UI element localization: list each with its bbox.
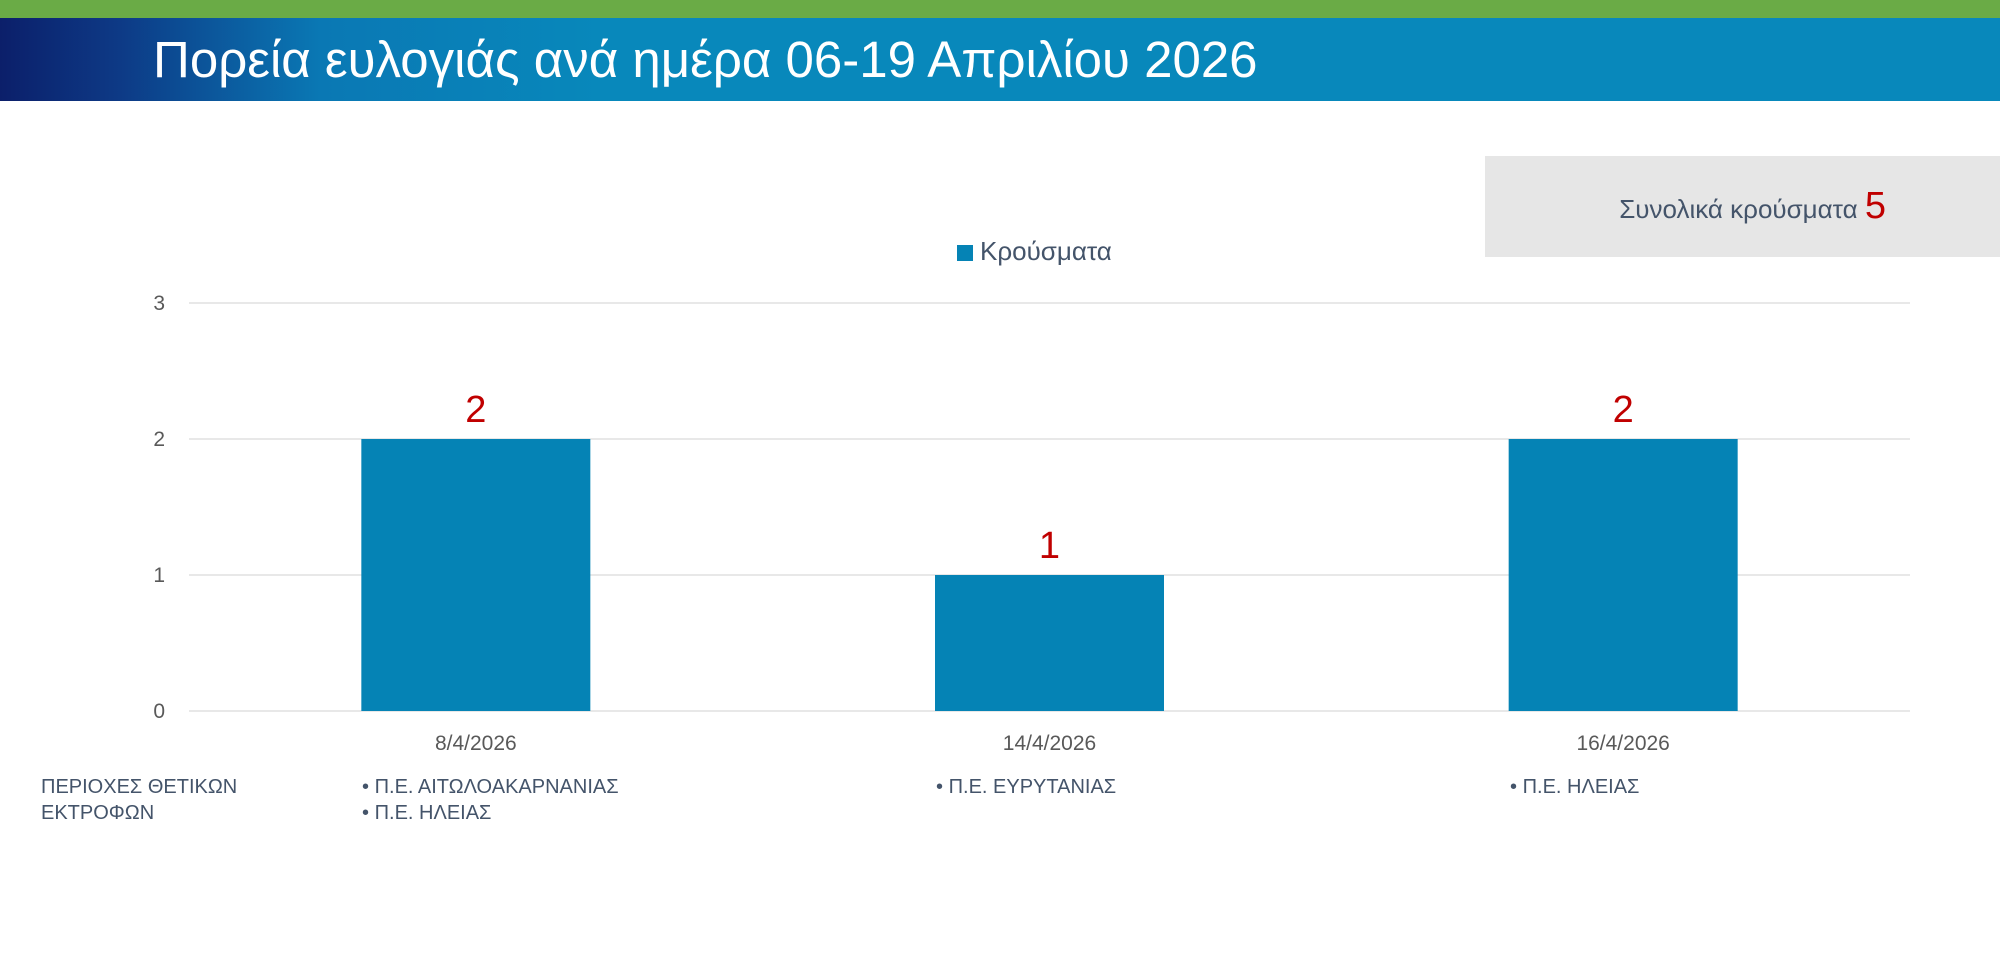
bar — [1508, 439, 1738, 711]
region-item: Π.Ε. ΗΛΕΙΑΣ — [1510, 774, 1640, 800]
total-cases-label: Συνολικά κρούσματα — [1619, 194, 1858, 224]
y-tick-label: 0 — [153, 700, 165, 723]
y-tick-label: 1 — [153, 564, 165, 587]
region-list-date-3: Π.Ε. ΗΛΕΙΑΣ — [1510, 774, 1640, 800]
bar — [361, 439, 591, 711]
x-tick-label: 8/4/2026 — [435, 732, 517, 755]
top-accent-stripe — [0, 0, 2000, 18]
y-tick-label: 3 — [153, 292, 165, 315]
region-list-date-1: Π.Ε. ΑΙΤΩΛΟΑΚΑΡΝΑΝΙΑΣ Π.Ε. ΗΛΕΙΑΣ — [362, 774, 619, 826]
region-item: Π.Ε. ΕΥΡΥΤΑΝΙΑΣ — [936, 774, 1117, 800]
regions-heading: ΠΕΡΙΟΧΕΣ ΘΕΤΙΚΩΝ ΕΚΤΡΟΦΩΝ — [41, 774, 301, 826]
legend-label: Κρούσματα — [980, 236, 1112, 266]
data-label: 2 — [1613, 389, 1634, 431]
x-tick-label: 16/4/2026 — [1576, 732, 1669, 755]
data-label: 1 — [1039, 525, 1060, 567]
bar — [935, 575, 1164, 711]
region-item: Π.Ε. ΑΙΤΩΛΟΑΚΑΡΝΑΝΙΑΣ — [362, 774, 619, 800]
title-bar — [0, 18, 2000, 101]
regions-heading-line1: ΠΕΡΙΟΧΕΣ ΘΕΤΙΚΩΝ — [41, 776, 238, 798]
region-item: Π.Ε. ΗΛΕΙΑΣ — [362, 800, 619, 826]
y-tick-label: 2 — [153, 428, 165, 451]
total-cases-value: 5 — [1864, 185, 1886, 227]
legend-swatch — [957, 245, 973, 261]
total-cases-box: Συνολικά κρούσματα 5 — [1485, 156, 2000, 257]
regions-heading-line2: ΕΚΤΡΟΦΩΝ — [41, 802, 155, 824]
data-label: 2 — [465, 389, 486, 431]
cases-bar-chart: 0 1 2 3 Κρούσματα 2 8/4/2026 1 14/4/2026 2 16/4/20… — [153, 236, 1910, 755]
page-title: Πορεία ευλογιάς ανά ημέρα 06-19 Απριλίου… — [153, 31, 1258, 88]
total-cases-text: Συνολικά κρούσματα 5 — [1619, 156, 1886, 257]
region-list-date-2: Π.Ε. ΕΥΡΥΤΑΝΙΑΣ — [936, 774, 1117, 800]
x-tick-label: 14/4/2026 — [1003, 732, 1096, 755]
